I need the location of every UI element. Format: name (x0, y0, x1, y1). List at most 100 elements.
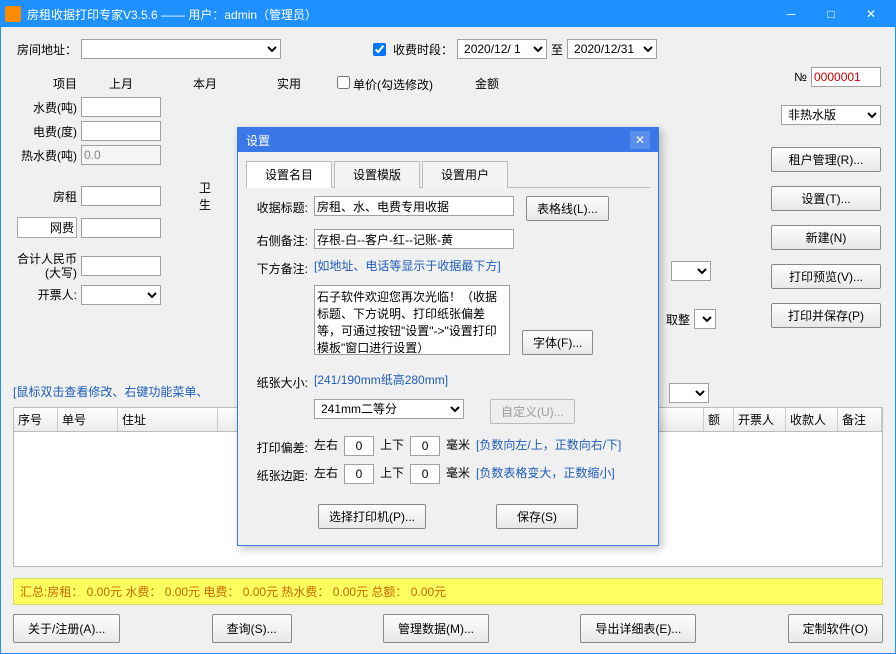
date-to[interactable]: 2020/12/31 (567, 39, 657, 59)
settings-button[interactable]: 设置(T)... (771, 186, 881, 211)
export-button[interactable]: 导出详细表(E)... (580, 614, 696, 643)
tab-names[interactable]: 设置名目 (246, 161, 332, 188)
maximize-button[interactable]: □ (811, 1, 851, 27)
col-no: 单号 (58, 408, 118, 431)
drawer-select[interactable] (81, 285, 161, 305)
about-button[interactable]: 关于/注册(A)... (13, 614, 120, 643)
rent-input[interactable] (81, 186, 161, 206)
electric-label: 电费(度) (17, 123, 77, 140)
net-input[interactable] (81, 218, 161, 238)
dialog-tabs: 设置名目 设置模版 设置用户 (246, 160, 650, 188)
tenant-button[interactable]: 租户管理(R)... (771, 147, 881, 172)
content-area: 房间地址： 收费时段： 2020/12/ 1 至 2020/12/31 № 非热… (1, 27, 895, 653)
fee-period-check[interactable] (373, 43, 386, 56)
no-input[interactable] (811, 67, 881, 87)
col-remark: 备注 (838, 408, 882, 431)
hdr-this: 本月 (165, 75, 245, 92)
query-button[interactable]: 查询(S)... (212, 614, 292, 643)
tab-users[interactable]: 设置用户 (422, 161, 508, 188)
print-save-button[interactable]: 打印并保存(P) (771, 303, 881, 328)
paper-size-hint: [241/190mm纸高280mm] (314, 371, 448, 388)
ud-label-1: 上下 (380, 436, 404, 453)
summary-bar: 汇总:房租： 0.00元 水费： 0.00元 电费： 0.00元 热水费： 0.… (13, 578, 883, 605)
total-label: 合计人民币(大写) (17, 252, 77, 281)
manage-button[interactable]: 管理数据(M)... (383, 614, 489, 643)
water-label: 水费(吨) (17, 99, 77, 116)
lr-label-2: 左右 (314, 464, 338, 481)
right-remark-input[interactable] (314, 229, 514, 249)
net-label[interactable]: 网费 (17, 217, 77, 238)
main-window: 房租收据打印专家V3.5.6 —— 用户：admin（管理员） ─ □ ✕ 房间… (0, 0, 896, 654)
col-amt: 额 (704, 408, 734, 431)
save-button[interactable]: 保存(S) (496, 504, 578, 529)
bottom-bar: 关于/注册(A)... 查询(S)... 管理数据(M)... 导出详细表(E)… (13, 614, 883, 643)
drawer-label: 开票人: (17, 286, 77, 303)
hot-last (81, 145, 161, 165)
total-input[interactable] (81, 256, 161, 276)
bottom-remark-label: 下方备注: (246, 257, 308, 277)
margin-ud-input[interactable] (410, 464, 440, 484)
hdr-last: 上月 (81, 75, 161, 92)
custom-button[interactable]: 定制软件(O) (788, 614, 883, 643)
lr-label-1: 左右 (314, 436, 338, 453)
margin-label: 纸张边距: (246, 464, 308, 484)
room-label: 房间地址： (17, 41, 77, 58)
bottom-remark-hint: [如地址、电话等显示于收据最下方] (314, 257, 501, 274)
settings-dialog: 设置 ✕ 设置名目 设置模版 设置用户 收据标题: 表格线(L)... 右侧备注… (237, 127, 659, 546)
sanitation-label: 卫生 (199, 179, 221, 213)
custom-size-button: 自定义(U)... (490, 399, 575, 424)
bottom-remark-textarea[interactable] (314, 285, 510, 355)
fee-period-label: 收费时段： (393, 41, 453, 58)
table-line-button[interactable]: 表格线(L)... (526, 196, 609, 221)
hdr-unit: 单价(勾选修改) (353, 78, 433, 92)
offset-hint: [负数向左/上，正数向右/下] (476, 436, 621, 453)
offset-lr-input[interactable] (344, 436, 374, 456)
margin-hint: [负数表格变大，正数缩小] (476, 464, 615, 481)
date-from[interactable]: 2020/12/ 1 (457, 39, 547, 59)
select-printer-button[interactable]: 选择打印机(P)... (318, 504, 426, 529)
hdr-project: 项目 (17, 75, 77, 92)
col-payee: 收款人 (786, 408, 838, 431)
rent-label: 房租 (17, 188, 77, 205)
hdr-usage: 实用 (249, 75, 329, 92)
dialog-title: 设置 (246, 132, 270, 149)
filter-select[interactable] (669, 383, 709, 403)
dialog-close-button[interactable]: ✕ (630, 131, 650, 149)
rounding-select[interactable] (694, 309, 716, 329)
right-remark-label: 右侧备注: (246, 229, 308, 249)
font-button[interactable]: 字体(F)... (522, 330, 593, 355)
electric-last[interactable] (81, 121, 161, 141)
mm-label-1: 毫米 (446, 436, 470, 453)
unit-select-1[interactable] (671, 261, 711, 281)
col-addr: 住址 (118, 408, 218, 431)
sidebar-buttons: 租户管理(R)... 设置(T)... 新建(N) 打印预览(V)... 打印并… (771, 147, 881, 328)
paper-size-label: 纸张大小: (246, 371, 308, 391)
col-seq: 序号 (14, 408, 58, 431)
unit-price-check[interactable] (337, 76, 350, 89)
room-address-select[interactable] (81, 39, 281, 59)
receipt-title-input[interactable] (314, 196, 514, 216)
preview-button[interactable]: 打印预览(V)... (771, 264, 881, 289)
water-last[interactable] (81, 97, 161, 117)
close-button[interactable]: ✕ (851, 1, 891, 27)
tab-template[interactable]: 设置模版 (334, 161, 420, 188)
margin-lr-input[interactable] (344, 464, 374, 484)
dialog-titlebar: 设置 ✕ (238, 128, 658, 152)
to-label: 至 (551, 41, 563, 58)
hot-label: 热水费(吨) (17, 147, 77, 164)
minimize-button[interactable]: ─ (771, 1, 811, 27)
new-button[interactable]: 新建(N) (771, 225, 881, 250)
titlebar: 房租收据打印专家V3.5.6 —— 用户：admin（管理员） ─ □ ✕ (1, 1, 895, 27)
app-icon (5, 6, 21, 22)
hint-text: [鼠标双击查看修改、右键功能菜单、 (13, 383, 208, 400)
paper-size-select[interactable]: 241mm二等分 (314, 399, 464, 419)
version-select[interactable]: 非热水版 (781, 105, 881, 125)
hdr-amount: 金额 (457, 75, 517, 92)
number-area: № (794, 67, 881, 87)
ud-label-2: 上下 (380, 464, 404, 481)
rounding-label: 取整 (666, 311, 690, 328)
offset-ud-input[interactable] (410, 436, 440, 456)
no-label: № (794, 70, 807, 84)
mm-label-2: 毫米 (446, 464, 470, 481)
receipt-title-label: 收据标题: (246, 196, 308, 216)
